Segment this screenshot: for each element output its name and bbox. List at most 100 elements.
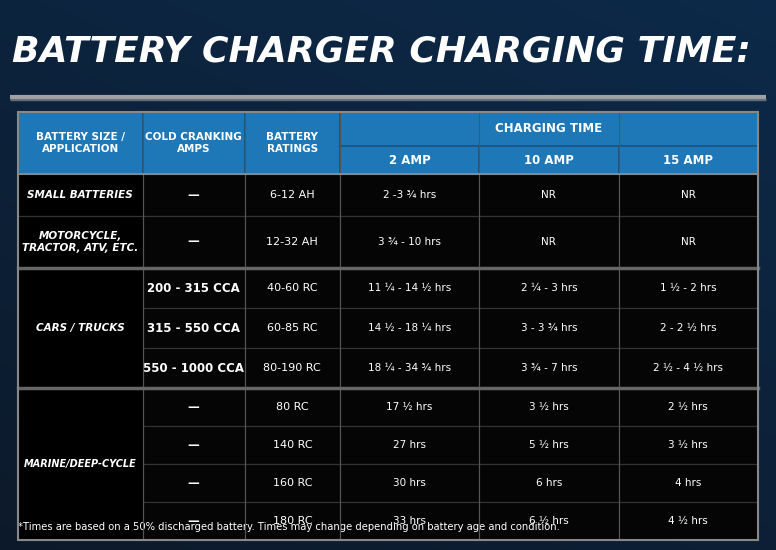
Bar <box>480 502 618 540</box>
Text: NR: NR <box>681 237 696 247</box>
Text: NR: NR <box>542 237 556 247</box>
Bar <box>143 464 245 502</box>
Text: —: — <box>188 476 199 490</box>
Bar <box>618 146 758 174</box>
Bar <box>480 146 618 174</box>
Text: 3 ¾ - 7 hrs: 3 ¾ - 7 hrs <box>521 363 577 373</box>
Bar <box>143 174 245 216</box>
Text: 6 ½ hrs: 6 ½ hrs <box>529 516 569 526</box>
Bar <box>245 502 340 540</box>
Text: *Times are based on a 50% discharged battery. Times may change depending on batt: *Times are based on a 50% discharged bat… <box>18 522 559 532</box>
Text: —: — <box>188 438 199 452</box>
Text: 14 ½ - 18 ¼ hrs: 14 ½ - 18 ¼ hrs <box>368 323 451 333</box>
Bar <box>480 216 618 268</box>
Bar <box>618 348 758 388</box>
Text: 80-190 RC: 80-190 RC <box>264 363 321 373</box>
Bar <box>245 112 340 174</box>
Bar <box>245 426 340 464</box>
Text: BATTERY
RATINGS: BATTERY RATINGS <box>266 132 318 154</box>
Bar <box>618 216 758 268</box>
Text: 6-12 AH: 6-12 AH <box>270 190 314 200</box>
Bar <box>143 216 245 268</box>
Bar <box>618 426 758 464</box>
Text: 5 ½ hrs: 5 ½ hrs <box>529 440 569 450</box>
Text: NR: NR <box>681 190 696 200</box>
Bar <box>340 112 758 146</box>
Bar <box>143 388 245 426</box>
Bar <box>143 112 245 174</box>
Text: 1 ½ - 2 hrs: 1 ½ - 2 hrs <box>660 283 716 293</box>
Text: 2 ½ - 4 ½ hrs: 2 ½ - 4 ½ hrs <box>653 363 723 373</box>
Text: 2 ½ hrs: 2 ½ hrs <box>668 402 708 412</box>
Text: NR: NR <box>542 190 556 200</box>
Text: 140 RC: 140 RC <box>272 440 312 450</box>
Text: 4 hrs: 4 hrs <box>675 478 702 488</box>
Bar <box>618 464 758 502</box>
Bar <box>18 216 143 268</box>
Bar <box>340 426 480 464</box>
Text: —: — <box>188 189 199 201</box>
Bar <box>340 308 480 348</box>
Text: 4 ½ hrs: 4 ½ hrs <box>668 516 708 526</box>
Text: COLD CRANKING
AMPS: COLD CRANKING AMPS <box>145 132 242 154</box>
Text: 2 ¼ - 3 hrs: 2 ¼ - 3 hrs <box>521 283 577 293</box>
Bar <box>340 502 480 540</box>
Text: 33 hrs: 33 hrs <box>393 516 426 526</box>
Bar <box>480 174 618 216</box>
Text: 2 -3 ¾ hrs: 2 -3 ¾ hrs <box>383 190 436 200</box>
Bar <box>340 348 480 388</box>
Text: MOTORCYCLE,
TRACTOR, ATV, ETC.: MOTORCYCLE, TRACTOR, ATV, ETC. <box>23 231 138 253</box>
Bar <box>245 216 340 268</box>
Text: 3 ½ hrs: 3 ½ hrs <box>529 402 569 412</box>
Bar <box>480 388 618 426</box>
Bar <box>618 388 758 426</box>
Bar <box>340 464 480 502</box>
Bar <box>245 388 340 426</box>
Bar <box>143 502 245 540</box>
Text: CARS / TRUCKS: CARS / TRUCKS <box>36 323 125 333</box>
Bar <box>480 308 618 348</box>
Text: BATTERY SIZE /
APPLICATION: BATTERY SIZE / APPLICATION <box>36 132 125 154</box>
Bar <box>18 174 143 216</box>
Bar <box>245 174 340 216</box>
Bar <box>143 268 245 308</box>
Text: —: — <box>188 400 199 414</box>
Text: 18 ¼ - 34 ¾ hrs: 18 ¼ - 34 ¾ hrs <box>368 363 451 373</box>
Text: 80 RC: 80 RC <box>276 402 309 412</box>
Bar <box>480 348 618 388</box>
Bar <box>618 174 758 216</box>
Text: 12-32 AH: 12-32 AH <box>266 237 318 247</box>
Text: 11 ¼ - 14 ½ hrs: 11 ¼ - 14 ½ hrs <box>368 283 451 293</box>
Text: 15 AMP: 15 AMP <box>663 153 713 167</box>
Bar <box>245 464 340 502</box>
Bar <box>18 112 143 174</box>
Text: BATTERY CHARGER CHARGING TIME:: BATTERY CHARGER CHARGING TIME: <box>12 35 751 69</box>
Text: 17 ½ hrs: 17 ½ hrs <box>386 402 433 412</box>
Bar <box>143 426 245 464</box>
Text: —: — <box>188 514 199 527</box>
Bar <box>340 216 480 268</box>
Bar <box>143 308 245 348</box>
Text: 40-60 RC: 40-60 RC <box>267 283 317 293</box>
Bar <box>480 268 618 308</box>
Text: —: — <box>188 235 199 249</box>
Text: 550 - 1000 CCA: 550 - 1000 CCA <box>144 361 244 375</box>
Text: CHARGING TIME: CHARGING TIME <box>495 123 602 135</box>
Bar <box>618 308 758 348</box>
Bar <box>18 112 758 540</box>
Text: 3 ½ hrs: 3 ½ hrs <box>668 440 708 450</box>
Text: 180 RC: 180 RC <box>272 516 312 526</box>
Text: SMALL BATTERIES: SMALL BATTERIES <box>27 190 133 200</box>
Bar <box>245 348 340 388</box>
Bar <box>245 268 340 308</box>
Bar <box>340 268 480 308</box>
Bar <box>618 502 758 540</box>
Bar <box>340 146 480 174</box>
Text: 3 ¾ - 10 hrs: 3 ¾ - 10 hrs <box>378 237 441 247</box>
Bar <box>143 348 245 388</box>
Bar <box>480 464 618 502</box>
Bar <box>340 174 480 216</box>
Text: 2 AMP: 2 AMP <box>389 153 431 167</box>
Text: 2 - 2 ½ hrs: 2 - 2 ½ hrs <box>660 323 716 333</box>
Text: 315 - 550 CCA: 315 - 550 CCA <box>147 322 241 334</box>
